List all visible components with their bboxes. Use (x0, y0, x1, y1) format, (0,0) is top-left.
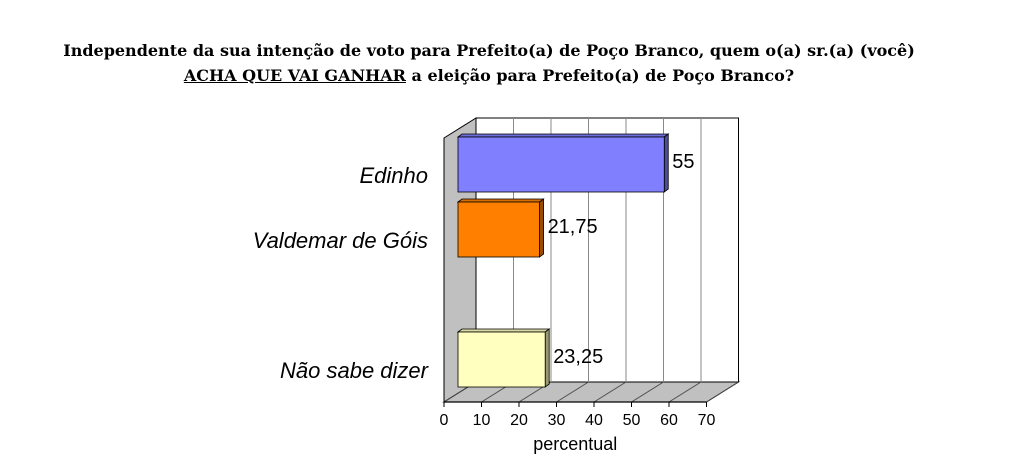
category-label: Não sabe dizer (280, 358, 430, 383)
value-label: 21,75 (548, 216, 598, 238)
bars (456, 133, 670, 388)
floor-gridline (706, 381, 739, 403)
x-tick-label: 0 (440, 412, 449, 429)
x-tick-label: 40 (585, 412, 603, 429)
bar-side-face (539, 198, 544, 258)
floor-gridline (593, 381, 627, 403)
category-label: Edinho (359, 163, 428, 188)
x-tick-label: 10 (473, 412, 491, 429)
x-tick-label: 60 (660, 412, 678, 429)
chart-title-line-2: ACHA QUE VAI GANHAR a eleição para Prefe… (0, 63, 978, 88)
x-axis-title: percentual (533, 434, 617, 454)
x-tick-label: 70 (698, 412, 716, 429)
bar-side-face (544, 328, 550, 388)
floor-gridline (668, 381, 702, 403)
bar (457, 201, 540, 258)
value-label: 55 (672, 151, 694, 173)
bar-top-face (456, 198, 545, 203)
bar (457, 331, 546, 388)
bar-side-face (663, 133, 669, 193)
chart-title-underlined-text: ACHA QUE VAI GANHAR (183, 66, 406, 85)
bar-top-face (456, 328, 551, 333)
x-tick-label: 30 (548, 412, 566, 429)
floor-gridline (556, 381, 589, 403)
value-label: 23,25 (553, 346, 603, 368)
x-tick-label: 50 (623, 412, 641, 429)
chart-title: Independente da sua intenção de voto par… (0, 38, 978, 88)
bar-top-face (456, 133, 670, 138)
chart-title-line-2-rest: a eleição para Prefeito(a) de Poço Branc… (405, 66, 795, 85)
x-tick-label: 20 (510, 412, 528, 429)
category-label: Valdemar de Góis (253, 228, 428, 253)
floor-gridline (631, 381, 664, 403)
chart-title-line-1: Independente da sua intenção de voto par… (63, 41, 915, 60)
bar (457, 136, 665, 193)
